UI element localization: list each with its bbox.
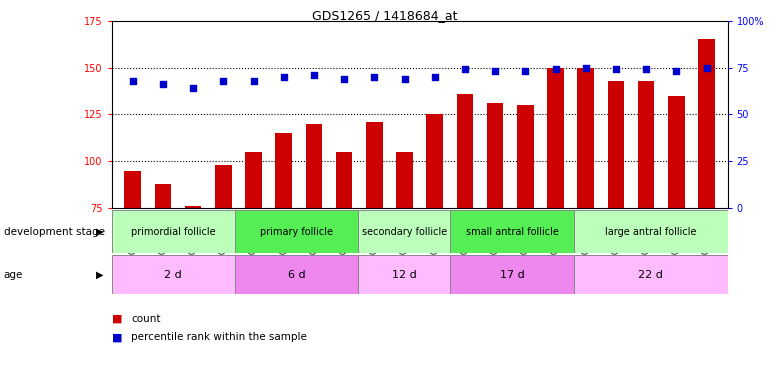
Point xyxy=(187,85,199,91)
Point xyxy=(308,72,320,78)
Bar xyxy=(450,255,574,294)
Point xyxy=(580,64,592,70)
Point xyxy=(217,78,229,84)
Text: ■: ■ xyxy=(112,333,122,342)
Text: 12 d: 12 d xyxy=(392,270,417,280)
Point xyxy=(519,68,531,74)
Point xyxy=(670,68,682,74)
Bar xyxy=(698,39,715,208)
Text: age: age xyxy=(4,270,23,280)
Point xyxy=(429,74,441,80)
Bar xyxy=(457,94,474,208)
Text: percentile rank within the sample: percentile rank within the sample xyxy=(131,333,306,342)
Point xyxy=(278,74,290,80)
Bar xyxy=(235,255,358,294)
Text: ▶: ▶ xyxy=(96,226,104,237)
Bar xyxy=(336,152,353,208)
Point xyxy=(701,64,713,70)
Point xyxy=(157,81,169,87)
Text: small antral follicle: small antral follicle xyxy=(466,226,558,237)
Text: large antral follicle: large antral follicle xyxy=(605,226,696,237)
Point xyxy=(549,66,561,72)
Point xyxy=(489,68,501,74)
Bar xyxy=(366,122,383,208)
Bar xyxy=(185,206,202,208)
Bar xyxy=(112,255,235,294)
Bar xyxy=(427,114,443,208)
Bar xyxy=(578,68,594,208)
Point xyxy=(368,74,380,80)
Text: secondary follicle: secondary follicle xyxy=(362,226,447,237)
Bar xyxy=(517,105,534,208)
Bar xyxy=(235,210,358,253)
Bar xyxy=(450,210,574,253)
Bar xyxy=(215,165,232,208)
Text: ▶: ▶ xyxy=(96,270,104,280)
Bar xyxy=(358,255,450,294)
Bar xyxy=(574,255,728,294)
Text: 2 d: 2 d xyxy=(164,270,182,280)
Bar xyxy=(547,68,564,208)
Text: development stage: development stage xyxy=(4,226,105,237)
Point xyxy=(398,76,410,82)
Bar xyxy=(574,210,728,253)
Bar xyxy=(638,81,654,208)
Point xyxy=(640,66,652,72)
Text: 17 d: 17 d xyxy=(500,270,524,280)
Bar xyxy=(125,171,141,208)
Text: count: count xyxy=(131,314,160,324)
Bar xyxy=(306,124,323,208)
Bar xyxy=(358,210,450,253)
Bar xyxy=(668,96,685,208)
Bar xyxy=(246,152,262,208)
Point xyxy=(338,76,350,82)
Bar xyxy=(608,81,624,208)
Bar xyxy=(112,210,235,253)
Bar xyxy=(276,133,292,208)
Text: GDS1265 / 1418684_at: GDS1265 / 1418684_at xyxy=(313,9,457,22)
Text: 22 d: 22 d xyxy=(638,270,663,280)
Bar xyxy=(397,152,413,208)
Point xyxy=(247,78,259,84)
Text: 6 d: 6 d xyxy=(288,270,305,280)
Text: ■: ■ xyxy=(112,314,122,324)
Bar xyxy=(487,103,504,208)
Point xyxy=(459,66,471,72)
Text: primordial follicle: primordial follicle xyxy=(131,226,216,237)
Bar xyxy=(155,184,171,208)
Point xyxy=(126,78,139,84)
Text: primary follicle: primary follicle xyxy=(260,226,333,237)
Point xyxy=(610,66,622,72)
